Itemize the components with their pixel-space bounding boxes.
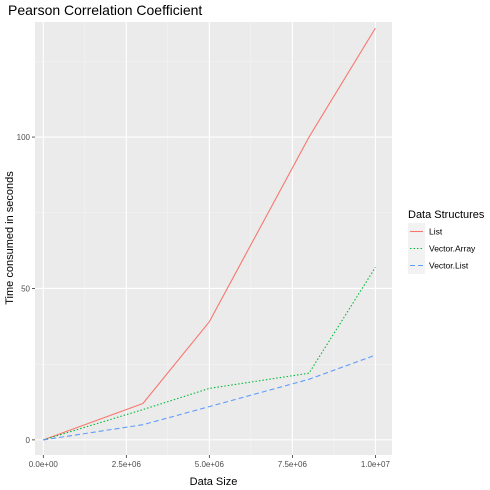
y-tick-label: 0 xyxy=(26,436,31,445)
legend-label-vector-list: Vector.List xyxy=(429,261,469,271)
series-line-vector-list xyxy=(43,354,376,441)
x-tick-label: 2.5e+06 xyxy=(112,460,142,469)
major-gridlines xyxy=(35,22,392,455)
legend-key-bg xyxy=(408,257,425,274)
x-tick-label: 7.5e+06 xyxy=(278,460,308,469)
series-line-vector-array xyxy=(43,267,376,441)
x-tick-label: 1.0e+07 xyxy=(361,460,391,469)
legend: Data Structures List Vector.Array Vector.L… xyxy=(408,209,485,274)
y-axis-title: Time consumed in seconds xyxy=(4,171,16,305)
legend-label-list: List xyxy=(429,227,443,237)
plot-panel xyxy=(35,22,392,455)
x-axis-ticks: 0.0e+00 2.5e+06 5.0e+06 7.5e+06 1.0e+07 xyxy=(29,455,391,469)
legend-key-bg xyxy=(408,240,425,257)
minor-gridlines xyxy=(35,22,392,455)
y-axis-ticks: 0 50 100 xyxy=(17,133,35,445)
y-tick-label: 50 xyxy=(21,284,30,293)
legend-label-vector-array: Vector.Array xyxy=(429,244,476,254)
x-tick-label: 0.0e+00 xyxy=(29,460,59,469)
series-lines xyxy=(43,27,376,441)
x-tick-label: 5.0e+06 xyxy=(195,460,225,469)
series-line-list xyxy=(43,27,376,441)
y-tick-label: 100 xyxy=(17,133,31,142)
chart-title: Pearson Correlation Coefficient xyxy=(8,2,202,18)
x-axis-title: Data Size xyxy=(190,476,238,488)
legend-title: Data Structures xyxy=(408,209,485,221)
